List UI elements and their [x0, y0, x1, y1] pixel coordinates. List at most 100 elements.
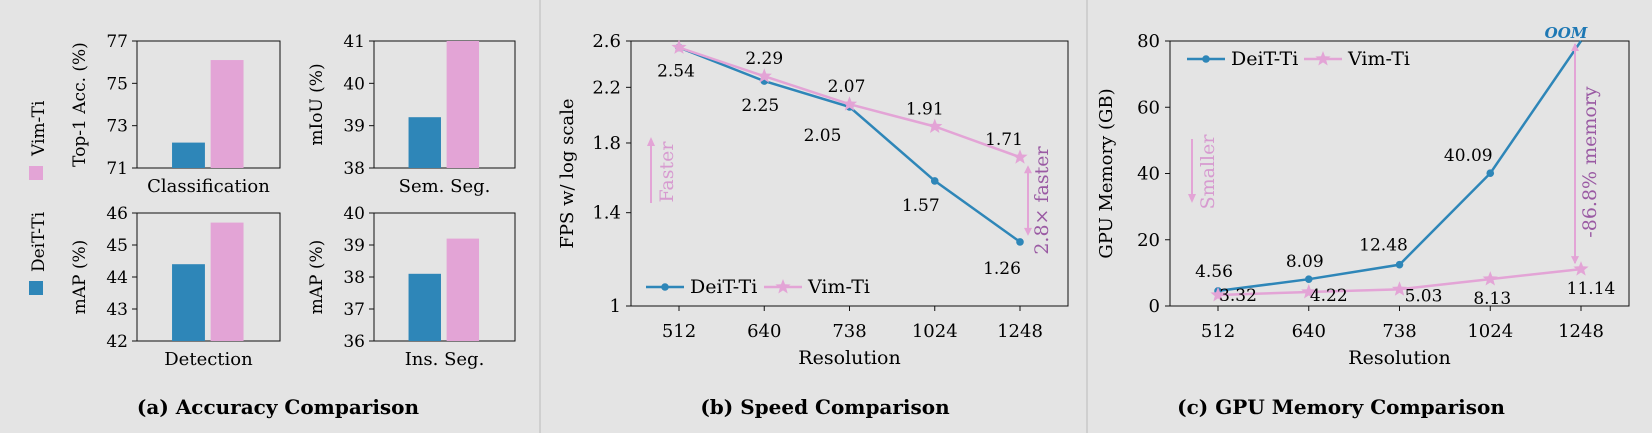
x-category-label: Classification	[147, 176, 270, 197]
speed-chart: 1 1.4 1.8 2.2 2.6 512 640 738 1024 1248 Resolution…	[557, 31, 1069, 369]
data-point-vim	[1482, 271, 1498, 286]
data-point-deit	[1016, 238, 1024, 246]
legend-marker-vim	[1315, 51, 1331, 66]
data-label: 5.03	[1405, 286, 1443, 306]
y-tick-label: 60	[1137, 97, 1160, 118]
y-tick-label: 71	[106, 159, 128, 179]
legend-marker-deit	[1202, 55, 1210, 63]
data-label: 2.29	[745, 49, 783, 69]
data-label: 11.14	[1567, 279, 1616, 299]
bar-vim	[446, 238, 480, 341]
data-point-vim	[1210, 287, 1226, 302]
y-tick-label: 77	[106, 32, 128, 52]
data-point-deit	[1486, 169, 1495, 178]
y-tick-label: 20	[1137, 230, 1160, 251]
data-label: 40.09	[1444, 146, 1493, 166]
y-tick-label: 1	[610, 296, 621, 317]
y-tick-label: 1.4	[592, 203, 621, 224]
y-tick-label: 41	[343, 32, 365, 52]
accuracy-subplots: 71 73 75 77 Classification Top-1 Acc. (%) 38 39…	[70, 32, 516, 370]
x-tick-label: 1248	[997, 321, 1043, 342]
x-category-label: Sem. Seg.	[399, 176, 491, 197]
data-point-vim	[1012, 149, 1028, 164]
x-tick-label: 512	[1201, 321, 1235, 342]
x-category-label: Ins. Seg.	[405, 349, 485, 370]
x-tick-label: 1024	[1467, 321, 1513, 342]
y-tick-label: 45	[106, 236, 128, 256]
legend-marker-vim	[775, 279, 791, 294]
y-tick-label: 39	[343, 117, 365, 137]
y-tick-label: 75	[106, 74, 128, 94]
plot-frame	[373, 212, 516, 342]
y-tick-label: 80	[1137, 31, 1160, 52]
bar-deit	[172, 264, 205, 341]
data-label: 12.48	[1359, 236, 1408, 256]
memory-chart: 0 20 40 60 80 512 640 738 1024 1248 Resolution GPU …	[1096, 24, 1630, 369]
legend-label-vim: Vim-Ti	[1347, 48, 1410, 70]
data-label: 2.25	[741, 96, 779, 116]
y-tick-label: 73	[106, 117, 128, 137]
legend-label-vim: Vim-Ti	[807, 276, 870, 298]
y-tick-label: 39	[343, 236, 365, 256]
data-label: 8.13	[1473, 289, 1511, 309]
accuracy-legend: DeiT-Ti Vim-Ti	[29, 100, 49, 295]
speedup-arrow-head	[1024, 227, 1032, 236]
data-point-vim	[671, 39, 687, 54]
smaller-arrow-head	[1188, 194, 1196, 203]
bar-vim	[446, 41, 480, 168]
data-label: 2.54	[657, 61, 695, 81]
x-tick-label: 738	[1382, 321, 1416, 342]
data-label: 4.56	[1195, 262, 1233, 282]
data-label: 8.09	[1286, 252, 1324, 272]
y-tick-label: 43	[106, 300, 128, 320]
caption-speed: (b) Speed Comparison	[700, 395, 950, 419]
data-point-vim	[1391, 281, 1408, 296]
legend-label-deit: DeiT-Ti	[1231, 48, 1298, 70]
y-tick-label: 36	[343, 332, 365, 352]
y-axis-label: mAP (%)	[70, 240, 90, 315]
data-point-deit	[930, 177, 939, 185]
y-tick-label: 2.6	[592, 31, 621, 52]
y-axis-label: mAP (%)	[307, 240, 327, 315]
x-tick-label: 738	[832, 321, 866, 342]
speedup-annotation: 2.8× faster	[1031, 146, 1053, 255]
y-tick-label: 37	[343, 300, 365, 320]
bar-deit	[408, 117, 441, 168]
y-tick-label: 1.8	[592, 133, 621, 154]
legend-label-deit: DeiT-Ti	[29, 211, 49, 272]
data-label: 1.57	[902, 196, 940, 216]
x-tick-label: 640	[747, 321, 781, 342]
data-label: 1.26	[983, 259, 1021, 279]
faster-annotation: Faster	[656, 141, 678, 203]
y-tick-label: 40	[1137, 164, 1160, 185]
legend-marker-deit	[661, 283, 669, 291]
y-axis-label: Top-1 Acc. (%)	[70, 42, 90, 167]
plot-frame	[373, 40, 516, 169]
data-point-deit	[1395, 260, 1404, 269]
plot-frame	[136, 40, 281, 169]
legend-swatch-deit	[29, 281, 43, 295]
smaller-annotation: Smaller	[1197, 134, 1219, 210]
bar-deit	[408, 273, 441, 341]
bar-vim	[210, 222, 244, 341]
y-tick-label: 42	[106, 332, 128, 352]
x-tick-label: 1024	[912, 321, 958, 342]
y-tick-label: 40	[343, 204, 365, 224]
y-tick-label: 0	[1149, 296, 1160, 317]
x-category-label: Detection	[164, 349, 253, 370]
y-tick-label: 40	[343, 74, 365, 94]
plot-frame	[136, 212, 281, 342]
data-label: 2.07	[828, 77, 866, 97]
x-axis-label: Resolution	[1348, 347, 1450, 369]
faster-arrow-head	[647, 137, 655, 146]
data-point-vim	[1573, 261, 1589, 276]
data-label: 1.91	[906, 100, 944, 120]
bar-vim	[210, 60, 244, 168]
legend-label-deit: DeiT-Ti	[690, 276, 757, 298]
x-tick-label: 512	[662, 321, 696, 342]
y-tick-label: 38	[343, 159, 365, 179]
data-point-deit	[1304, 275, 1313, 284]
speedup-arrow-head	[1024, 165, 1032, 174]
y-axis-label: FPS w/ log scale	[557, 98, 578, 248]
